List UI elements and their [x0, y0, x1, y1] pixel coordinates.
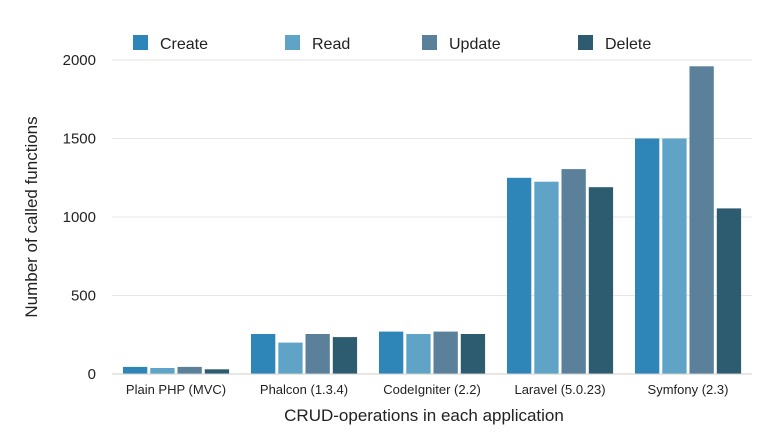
y-axis-ticks: 0 500 1000 1500 2000	[63, 52, 96, 383]
legend-swatch-create	[133, 35, 148, 50]
legend-swatch-read	[285, 35, 300, 50]
y-tick-label: 1000	[63, 209, 96, 226]
bar-read	[662, 138, 687, 374]
bar-read	[150, 368, 175, 374]
bar-read	[278, 342, 303, 374]
y-tick-label: 2000	[63, 52, 96, 69]
y-tick-label: 0	[88, 366, 96, 383]
x-axis-label: CRUD-operations in each application	[284, 406, 564, 425]
legend: Create Read Update Delete	[133, 35, 651, 53]
x-tick-label: Symfony (2.3)	[648, 382, 729, 397]
legend-label-read: Read	[312, 36, 350, 53]
bar-read	[534, 181, 559, 374]
bar-delete	[588, 187, 614, 374]
bar-update	[433, 331, 458, 374]
legend-label-create: Create	[160, 36, 208, 53]
bar-delete	[332, 337, 358, 374]
y-axis-label: Number of called functions	[22, 116, 41, 317]
bar-update	[561, 169, 586, 374]
bar-create	[635, 138, 660, 374]
x-tick-label: Plain PHP (MVC)	[126, 382, 226, 397]
bar-delete	[460, 334, 486, 374]
bar-update	[305, 334, 330, 374]
bar-create	[123, 366, 148, 374]
bar-create	[507, 177, 532, 375]
x-tick-label: Phalcon (1.3.4)	[260, 382, 348, 397]
bar-update	[177, 366, 202, 374]
legend-swatch-update	[422, 35, 437, 50]
x-tick-label: CodeIgniter (2.2)	[383, 382, 481, 397]
legend-swatch-delete	[578, 35, 593, 50]
bar-delete	[716, 208, 742, 374]
bar-delete	[204, 369, 230, 374]
legend-label-update: Update	[449, 36, 501, 53]
bars	[123, 66, 742, 375]
bar-create	[379, 331, 404, 374]
x-axis-categories: Plain PHP (MVC) Phalcon (1.3.4) CodeIgnite…	[126, 382, 729, 397]
legend-label-delete: Delete	[605, 36, 651, 53]
y-tick-label: 500	[71, 288, 96, 305]
y-tick-label: 1500	[63, 131, 96, 148]
x-tick-label: Laravel (5.0.23)	[514, 382, 605, 397]
bar-create	[251, 334, 276, 374]
bar-read	[406, 334, 431, 374]
bar-update	[689, 66, 714, 375]
